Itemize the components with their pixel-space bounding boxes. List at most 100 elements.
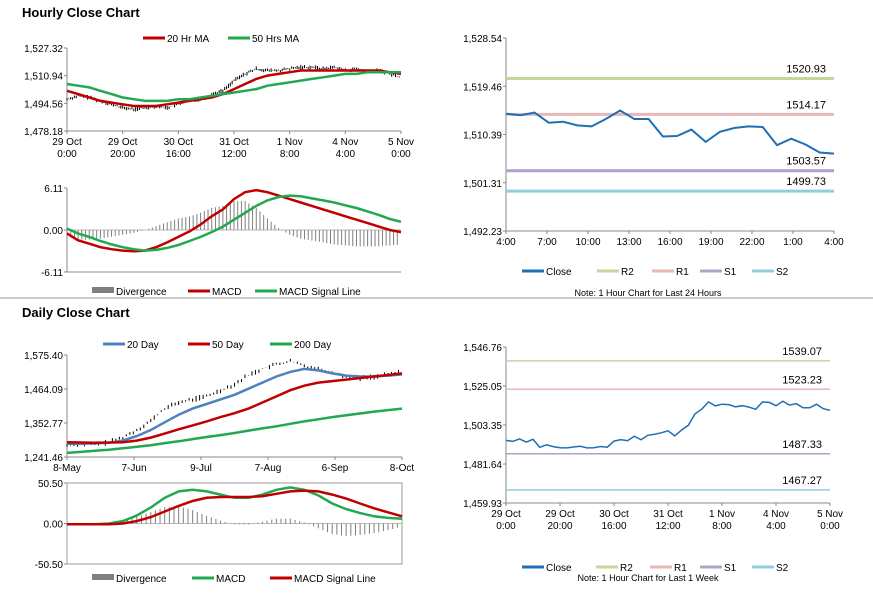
daily_price-series-200-day — [66, 407, 403, 455]
daily_pivot-legend-label: R1 — [674, 563, 687, 574]
hourly_pivot-series-close — [505, 109, 835, 155]
hourly_price-ytick-label: 1,510.94 — [24, 72, 63, 83]
hourly_price-xtick-label-1: 12:00 — [221, 149, 246, 160]
hourly_pivot-level-label-S2: 1499.73 — [786, 176, 826, 188]
hourly_pivot-xtick-label-0: 10:00 — [575, 237, 600, 248]
daily_macd-ytick-label: -50.50 — [35, 560, 64, 571]
daily_macd-series-macd-signal-line — [67, 489, 403, 526]
daily_pivot-xtick-label-1: 12:00 — [655, 521, 680, 532]
daily_price-xtick-label-0: 7-Jun — [121, 463, 146, 474]
daily_macd-series-macd — [67, 486, 403, 526]
daily_pivot-level-label-S1: 1487.33 — [782, 439, 822, 451]
hourly_pivot-note: Note: 1 Hour Chart for Last 24 Hours — [574, 288, 722, 298]
hourly_macd-ytick-label: 0.00 — [44, 226, 64, 237]
hourly_macd-legend-label: Divergence — [116, 287, 167, 298]
hourly_price-xtick-label-0: 30 Oct — [164, 137, 194, 148]
daily_macd-legend-label: MACD Signal Line — [294, 574, 376, 585]
hourly_price-ytick-label: 1,494.56 — [24, 99, 63, 110]
daily_pivot-xtick-label-0: 5 Nov — [817, 509, 843, 520]
daily_price-ytick-label: 1,241.46 — [24, 453, 63, 464]
daily_pivot-note: Note: 1 Hour Chart for Last 1 Week — [578, 573, 719, 583]
daily_pivot-level-label-R1: 1523.23 — [782, 374, 822, 386]
daily_pivot-xtick-label-0: 4 Nov — [763, 509, 789, 520]
daily_price-xtick-label-0: 8-Oct — [390, 463, 415, 474]
daily_pivot-legend-label: S2 — [776, 563, 789, 574]
hourly_price-legend-label: 20 Hr MA — [167, 34, 210, 45]
hourly_pivot-xtick-label-0: 22:00 — [739, 237, 764, 248]
hourly_macd-ytick-label: -6.11 — [41, 268, 63, 279]
daily_price-legend-label: 50 Day — [212, 340, 244, 351]
hourly_price-series-20-hr-ma — [66, 69, 402, 108]
daily_pivot-ytick-label: 1,546.76 — [463, 343, 502, 354]
daily_price-xtick-label-0: 9-Jul — [190, 463, 212, 474]
hourly_macd-legend-label: MACD — [212, 287, 241, 298]
daily_macd-legend-label: Divergence — [116, 574, 167, 585]
daily_pivot-legend-label: R2 — [620, 563, 633, 574]
hourly-chart-title: Hourly Close Chart — [22, 5, 140, 20]
hourly_pivot-ytick-label: 1,519.46 — [463, 82, 502, 93]
daily_pivot-xtick-label-1: 4:00 — [766, 521, 786, 532]
daily_price-ytick-label: 1,575.40 — [24, 351, 63, 362]
hourly_pivot-legend-label: R2 — [621, 267, 634, 278]
hourly_price-xtick-label-1: 0:00 — [57, 149, 77, 160]
daily_pivot-ytick-label: 1,503.35 — [463, 421, 502, 432]
daily_pivot-xtick-label-1: 16:00 — [601, 521, 626, 532]
daily_price-legend-label: 200 Day — [294, 340, 331, 351]
daily_price-ytick-label: 1,352.77 — [24, 419, 63, 430]
hourly_pivot-legend-label: R1 — [676, 267, 689, 278]
daily_price-legend-label: 20 Day — [127, 340, 159, 351]
hourly_pivot-ytick-label: 1,528.54 — [463, 34, 502, 45]
hourly_price-ytick-label: 1,527.32 — [24, 44, 63, 55]
hourly_pivot-legend-label: Close — [546, 267, 572, 278]
daily_price-xtick-label-0: 8-May — [53, 463, 81, 474]
hourly_price-xtick-label-1: 20:00 — [110, 149, 135, 160]
hourly_pivot-level-label-S1: 1503.57 — [786, 156, 826, 168]
daily_macd-ytick-label: 50.50 — [38, 479, 63, 490]
hourly_price-xtick-label-1: 0:00 — [391, 149, 411, 160]
hourly_price-xtick-label-0: 29 Oct — [108, 137, 138, 148]
daily_pivot-xtick-label-0: 30 Oct — [599, 509, 629, 520]
hourly_price-legend-label: 50 Hrs MA — [252, 34, 300, 45]
hourly_macd-ytick-label: 6.11 — [44, 184, 63, 195]
daily_macd-legend-swatch — [92, 574, 114, 580]
hourly_pivot-level-label-R1: 1514.17 — [786, 99, 826, 111]
hourly_price-series-50-hrs-ma — [66, 70, 401, 103]
daily_price-ytick-label: 1,464.09 — [24, 385, 63, 396]
daily_macd-ytick-label: 0.00 — [44, 520, 64, 531]
daily_pivot-xtick-label-0: 29 Oct — [491, 509, 521, 520]
daily_pivot-legend-label: Close — [546, 563, 572, 574]
daily_pivot-xtick-label-0: 29 Oct — [545, 509, 575, 520]
daily_pivot-xtick-label-1: 8:00 — [712, 521, 732, 532]
daily_pivot-xtick-label-0: 31 Oct — [653, 509, 683, 520]
hourly_price-xtick-label-0: 29 Oct — [52, 137, 82, 148]
hourly_pivot-legend-label: S2 — [776, 267, 789, 278]
daily_price-xtick-label-0: 6-Sep — [322, 463, 349, 474]
hourly_price-xtick-label-0: 1 Nov — [277, 137, 303, 148]
daily_pivot-xtick-label-0: 1 Nov — [709, 509, 735, 520]
hourly_pivot-level-label-R2: 1520.93 — [786, 63, 826, 75]
hourly_pivot-xtick-label-0: 19:00 — [698, 237, 723, 248]
daily_price-series-20-day — [67, 367, 403, 445]
hourly_pivot-xtick-label-0: 16:00 — [657, 237, 682, 248]
daily_pivot-ytick-label: 1,459.93 — [463, 499, 502, 510]
hourly_price-xtick-label-1: 8:00 — [280, 149, 300, 160]
hourly_pivot-xtick-label-0: 4:00 — [824, 237, 844, 248]
daily-chart-title: Daily Close Chart — [22, 305, 130, 320]
hourly_pivot-legend-label: S1 — [724, 267, 737, 278]
hourly_macd-legend-swatch — [92, 287, 114, 293]
hourly_price-xtick-label-0: 31 Oct — [219, 137, 249, 148]
daily_pivot-xtick-label-1: 0:00 — [496, 521, 516, 532]
hourly_price-xtick-label-0: 5 Nov — [388, 137, 414, 148]
hourly_price-xtick-label-0: 4 Nov — [332, 137, 358, 148]
daily_price-series-50-day — [66, 372, 403, 445]
hourly_price-ytick-label: 1,478.18 — [24, 127, 63, 138]
hourly_price-xtick-label-1: 16:00 — [166, 149, 191, 160]
daily_pivot-level-label-R2: 1539.07 — [782, 346, 822, 358]
hourly_pivot-xtick-label-0: 7:00 — [537, 237, 557, 248]
daily_price-xtick-label-0: 7-Aug — [255, 463, 282, 474]
hourly_macd-series-macd-signal-line — [66, 194, 402, 252]
hourly_macd-legend-label: MACD Signal Line — [279, 287, 361, 298]
hourly_pivot-xtick-label-0: 1:00 — [783, 237, 803, 248]
hourly_pivot-ytick-label: 1,492.23 — [463, 227, 502, 238]
